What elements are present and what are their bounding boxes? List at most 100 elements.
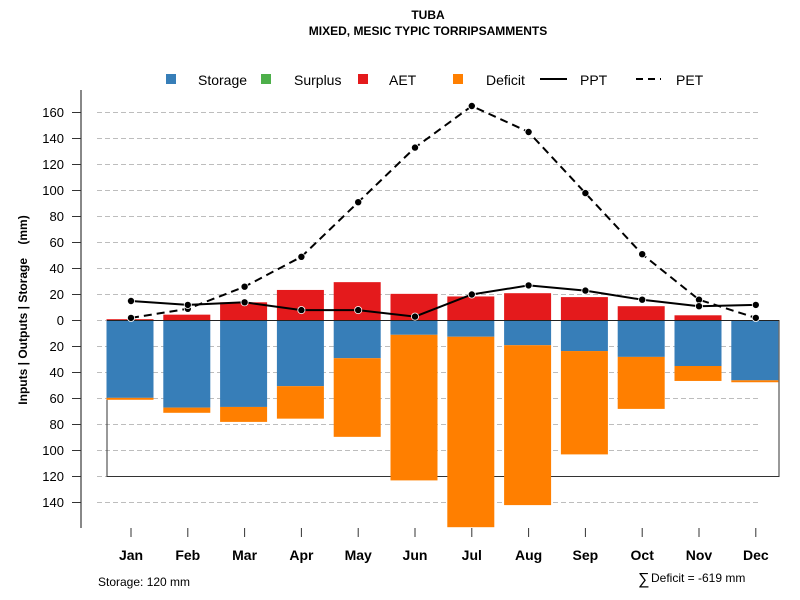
x-tick-label-apr: Apr	[289, 547, 314, 563]
bar-storage-jul	[447, 320, 495, 337]
point-pet-dec	[751, 313, 760, 322]
legend-label-pet: PET	[676, 72, 704, 88]
point-ppt-sep	[581, 286, 590, 295]
bar-aet-feb	[163, 314, 211, 321]
bar-deficit-aug	[504, 345, 552, 506]
point-ppt-feb	[183, 300, 192, 309]
bar-aet-may	[333, 282, 381, 321]
bar-storage-nov	[674, 320, 722, 366]
y-tick-label: 100	[42, 183, 64, 198]
y-tick-label: 140	[42, 495, 64, 510]
x-axis: Jan Feb Mar Apr May Jun Jul Aug Sep Oct Nov Dec	[119, 528, 769, 563]
y-tick-label: 80	[50, 417, 64, 432]
point-pet-sep	[581, 189, 590, 198]
y-tick-label: 20	[50, 287, 64, 302]
bar-deficit-feb	[163, 407, 211, 413]
x-tick-label-nov: Nov	[686, 547, 713, 563]
bar-deficit-jun	[390, 334, 438, 481]
bar-aet-nov	[674, 315, 722, 321]
point-ppt-aug	[524, 281, 533, 290]
x-tick-label-mar: Mar	[232, 547, 257, 563]
bar-storage-jun	[390, 320, 438, 335]
bar-deficit-apr	[276, 386, 324, 419]
bar-storage-feb	[163, 320, 211, 408]
y-tick-label: 0	[57, 313, 64, 328]
y-tick-label: 160	[42, 105, 64, 120]
sum-icon: ∑	[638, 571, 649, 588]
y-tick-label: 140	[42, 131, 64, 146]
point-pet-jan	[127, 313, 136, 322]
legend-label-surplus: Surplus	[294, 72, 341, 88]
point-ppt-dec	[751, 300, 760, 309]
point-ppt-apr	[297, 306, 306, 315]
bar-storage-oct	[617, 320, 665, 357]
y-tick-label: 60	[50, 391, 64, 406]
x-tick-label-jan: Jan	[119, 547, 143, 563]
y-axis: 160 140 120 100 80 60 40 20 0 20 40 60 80 100 120 140	[42, 90, 82, 528]
bar-deficit-may	[333, 358, 381, 437]
storage-annotation: Storage: 120 mm	[98, 575, 190, 589]
x-tick-label-dec: Dec	[743, 547, 769, 563]
point-ppt-jun	[410, 312, 419, 321]
legend: Storage Surplus AET Deficit PPT PET	[166, 72, 704, 88]
legend-swatch-deficit	[453, 74, 463, 84]
point-ppt-jan	[127, 296, 136, 305]
bar-aet-oct	[617, 306, 665, 321]
bars	[106, 282, 779, 528]
point-ppt-jul	[467, 290, 476, 299]
legend-swatch-surplus	[261, 74, 271, 84]
y-tick-label: 40	[50, 261, 64, 276]
point-pet-jun	[410, 143, 419, 152]
y-tick-label: 100	[42, 443, 64, 458]
bar-deficit-dec	[731, 380, 779, 383]
x-tick-label-oct: Oct	[631, 547, 655, 563]
bar-aet-mar	[220, 302, 268, 321]
point-pet-apr	[297, 252, 306, 261]
chart-title: TUBA	[411, 8, 445, 22]
bar-aet-sep	[560, 297, 608, 321]
point-ppt-mar	[240, 298, 249, 307]
line-ppt	[130, 284, 756, 318]
x-tick-label-jun: Jun	[403, 547, 428, 563]
bar-aet-apr	[276, 289, 324, 321]
legend-label-deficit: Deficit	[486, 72, 525, 88]
point-pet-oct	[638, 250, 647, 259]
bar-deficit-jul	[447, 336, 495, 528]
x-tick-label-sep: Sep	[573, 547, 599, 563]
bar-storage-may	[333, 320, 381, 359]
legend-label-ppt: PPT	[580, 72, 608, 88]
y-tick-label: 120	[42, 469, 64, 484]
point-ppt-oct	[638, 295, 647, 304]
bar-storage-apr	[276, 320, 324, 387]
point-pet-may	[354, 198, 363, 207]
y-tick-label: 80	[50, 209, 64, 224]
line-pet	[130, 104, 757, 319]
bar-deficit-sep	[560, 351, 608, 455]
x-tick-label-feb: Feb	[175, 547, 200, 563]
point-pet-aug	[524, 127, 533, 136]
point-pet-jul	[467, 102, 476, 111]
y-tick-label: 120	[42, 157, 64, 172]
point-pet-mar	[240, 282, 249, 291]
legend-label-storage: Storage	[198, 72, 247, 88]
bar-storage-aug	[504, 320, 552, 346]
x-tick-label-aug: Aug	[515, 547, 542, 563]
x-tick-label-jul: Jul	[462, 547, 482, 563]
bar-storage-dec	[731, 320, 779, 381]
bar-deficit-jan	[106, 397, 154, 400]
y-axis-label: Inputs | Outputs | Storage (mm)	[16, 215, 30, 404]
bar-storage-jan	[106, 320, 154, 398]
bar-deficit-oct	[617, 356, 665, 409]
y-tick-label: 40	[50, 365, 64, 380]
point-ppt-nov	[695, 302, 704, 311]
legend-swatch-storage	[166, 74, 176, 84]
y-tick-label: 20	[50, 339, 64, 354]
legend-label-aet: AET	[389, 72, 417, 88]
legend-swatch-aet	[358, 74, 368, 84]
chart-subtitle: MIXED, MESIC TYPIC TORRIPSAMMENTS	[309, 24, 547, 38]
deficit-sum-annotation: Deficit = -619 mm	[651, 571, 745, 585]
bar-deficit-mar	[220, 406, 268, 422]
bar-aet-aug	[504, 293, 552, 321]
series-lines	[127, 102, 760, 322]
